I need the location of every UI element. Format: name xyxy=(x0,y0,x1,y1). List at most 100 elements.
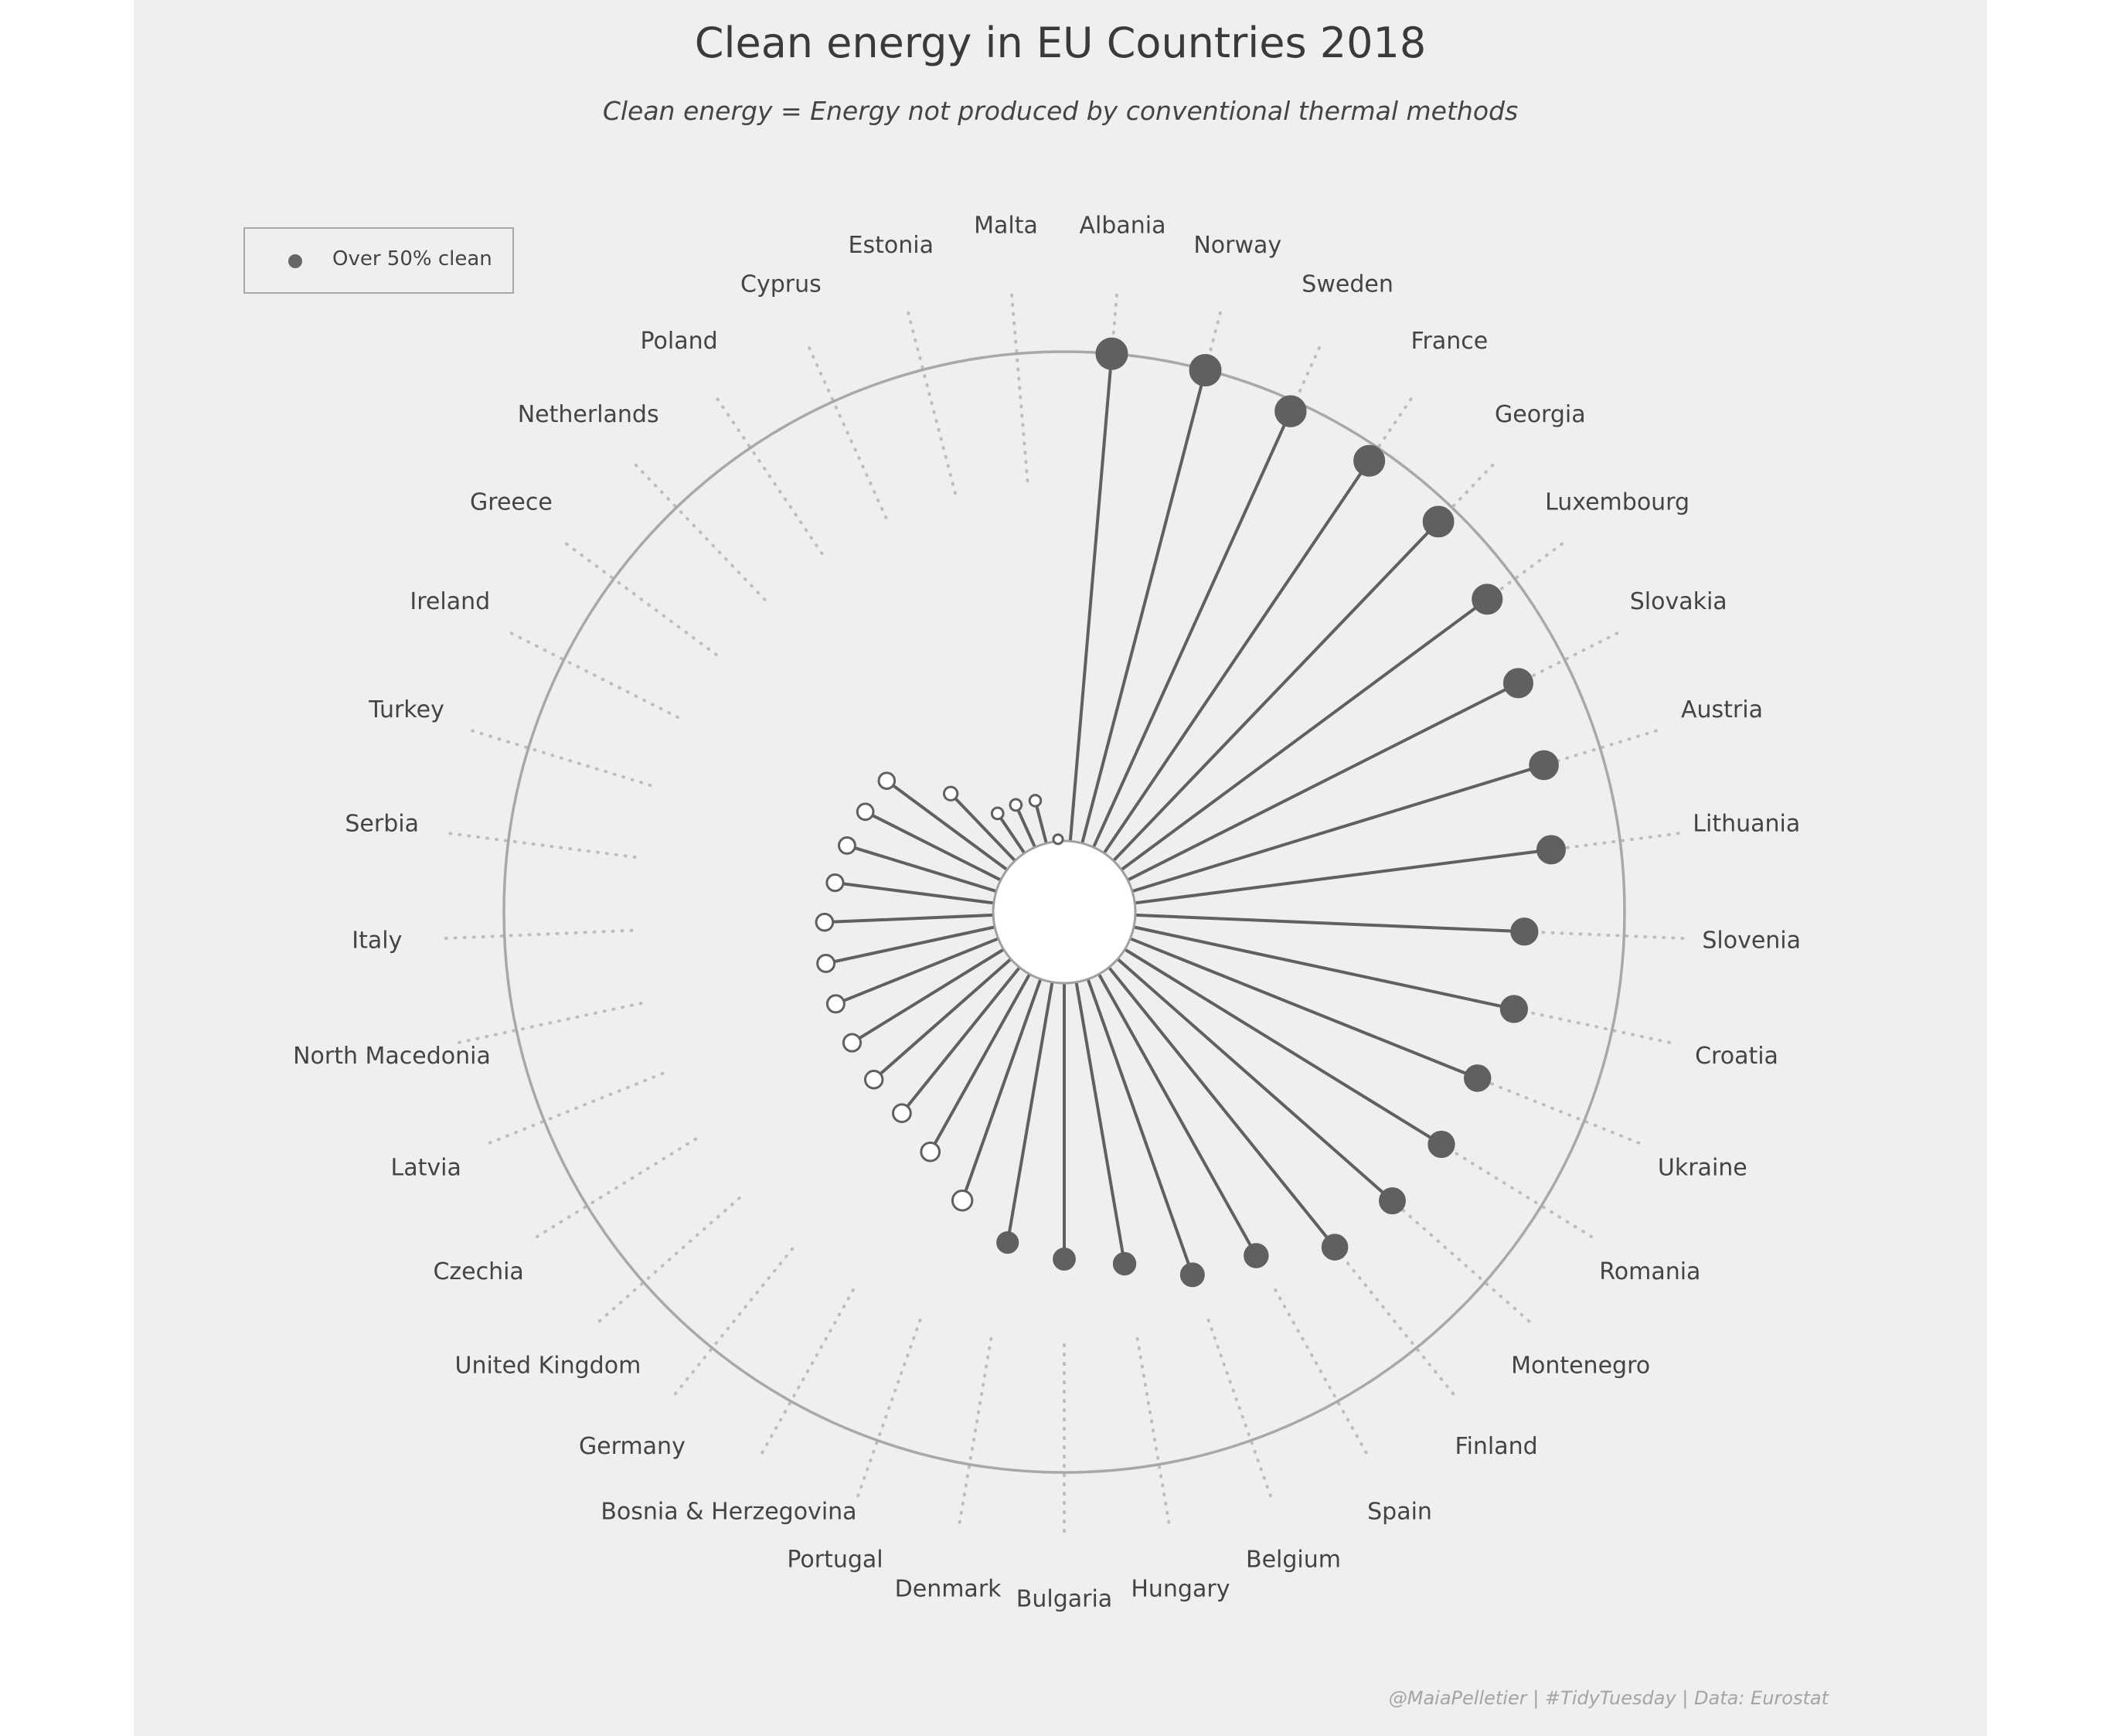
points-layer xyxy=(815,337,1566,1288)
country-label-croatia: Croatia xyxy=(1695,1043,1778,1070)
country-label-finland: Finland xyxy=(1455,1433,1538,1460)
point-north-macedonia xyxy=(816,954,836,973)
country-label-france: France xyxy=(1410,328,1488,355)
stem-austria xyxy=(1131,764,1545,893)
country-label-serbia: Serbia xyxy=(345,810,419,837)
guide-line-germany xyxy=(669,1247,795,1401)
stem-serbia xyxy=(835,881,994,905)
point-portugal xyxy=(951,1190,974,1212)
stem-spain xyxy=(1097,973,1258,1257)
country-label-italy: Italy xyxy=(352,927,402,954)
stem-hungary xyxy=(1074,982,1126,1265)
country-label-montenegro: Montenegro xyxy=(1511,1353,1650,1380)
stem-ukraine xyxy=(1129,937,1479,1080)
guide-line-denmark xyxy=(957,1336,993,1531)
country-label-romania: Romania xyxy=(1599,1258,1700,1285)
stem-norway xyxy=(1080,369,1207,844)
guide-line-portugal xyxy=(854,1319,922,1504)
point-lithuania xyxy=(1536,835,1566,865)
point-cyprus xyxy=(1009,798,1023,812)
point-spain xyxy=(1244,1243,1269,1268)
country-label-netherlands: Netherlands xyxy=(518,401,659,428)
point-ukraine xyxy=(1463,1064,1492,1092)
country-label-hungary: Hungary xyxy=(1131,1576,1230,1603)
stem-estonia xyxy=(1033,800,1048,844)
point-malta xyxy=(1052,833,1064,846)
stem-latvia xyxy=(835,937,999,1006)
guide-line-netherlands xyxy=(629,458,767,601)
stem-united-kingdom xyxy=(873,958,1012,1081)
country-label-ireland: Ireland xyxy=(410,588,490,615)
guide-line-serbia xyxy=(441,831,637,859)
legend-label: Over 50% clean xyxy=(332,247,492,271)
stem-sweden xyxy=(1092,410,1292,848)
point-finland xyxy=(1321,1234,1349,1261)
chart-caption: @MaiaPelletier | #TidyTuesday | Data: Eu… xyxy=(1388,1687,1829,1709)
country-label-belgium: Belgium xyxy=(1246,1547,1341,1574)
point-hungary xyxy=(1112,1251,1137,1276)
point-albania xyxy=(1095,337,1128,370)
point-france xyxy=(1353,444,1386,477)
point-latvia xyxy=(825,994,846,1014)
stem-italy xyxy=(824,913,994,924)
guide-line-north-macedonia xyxy=(451,1001,643,1046)
stem-cyprus xyxy=(1014,804,1036,848)
guide-line-ireland xyxy=(503,628,679,719)
stem-lithuania xyxy=(1135,848,1552,905)
country-label-estonia: Estonia xyxy=(849,232,934,259)
country-label-portugal: Portugal xyxy=(787,1547,883,1574)
country-label-turkey: Turkey xyxy=(368,696,444,723)
country-label-greece: Greece xyxy=(470,488,553,516)
point-estonia xyxy=(1028,794,1043,808)
guide-line-ukraine xyxy=(1464,1071,1647,1148)
point-serbia xyxy=(825,873,845,893)
stem-montenegro xyxy=(1116,958,1393,1203)
point-belgium xyxy=(1179,1262,1205,1288)
point-netherlands xyxy=(942,785,959,802)
guide-line-finland xyxy=(1334,1247,1459,1401)
point-greece xyxy=(877,771,897,790)
stem-portugal xyxy=(961,979,1043,1201)
guide-line-poland xyxy=(712,391,824,556)
stem-denmark xyxy=(1006,982,1054,1243)
stem-slovakia xyxy=(1127,682,1519,882)
country-label-ukraine: Ukraine xyxy=(1658,1154,1747,1181)
point-romania xyxy=(1428,1130,1455,1159)
country-label-north-macedonia: North Macedonia xyxy=(293,1043,491,1070)
stem-france xyxy=(1102,459,1371,854)
country-label-bulgaria: Bulgaria xyxy=(1016,1586,1112,1613)
guide-line-bosnia-and-herzegovina xyxy=(757,1288,855,1461)
country-label-albania: Albania xyxy=(1079,213,1165,240)
point-sweden xyxy=(1274,395,1307,427)
guide-line-cyprus xyxy=(805,339,888,519)
point-germany xyxy=(892,1103,912,1124)
stem-germany xyxy=(900,966,1021,1115)
guide-line-italy xyxy=(437,928,634,941)
point-united-kingdom xyxy=(863,1070,884,1090)
point-norway xyxy=(1189,354,1222,386)
point-georgia xyxy=(1422,505,1455,538)
guide-line-malta xyxy=(1009,286,1029,483)
country-label-slovenia: Slovenia xyxy=(1702,927,1801,954)
guide-line-czechia xyxy=(529,1137,698,1242)
guide-line-hungary xyxy=(1135,1336,1172,1531)
country-label-georgia: Georgia xyxy=(1495,401,1586,428)
stem-romania xyxy=(1124,948,1443,1146)
country-label-bosnia-and-herzegovina: Bosnia & Herzegovina xyxy=(601,1498,856,1525)
country-label-denmark: Denmark xyxy=(895,1576,1002,1603)
country-label-slovakia: Slovakia xyxy=(1630,588,1727,615)
guide-line-spain xyxy=(1274,1288,1372,1461)
guide-line-latvia xyxy=(482,1071,665,1148)
stem-slovenia xyxy=(1135,913,1525,934)
country-label-luxembourg: Luxembourg xyxy=(1545,488,1690,516)
stem-ireland xyxy=(864,810,1002,882)
point-poland xyxy=(990,806,1005,821)
guide-line-turkey xyxy=(464,727,652,788)
point-austria xyxy=(1529,750,1559,781)
country-label-czechia: Czechia xyxy=(433,1258,523,1285)
country-label-latvia: Latvia xyxy=(391,1154,461,1181)
point-slovakia xyxy=(1502,668,1533,699)
country-label-sweden: Sweden xyxy=(1302,271,1393,298)
point-italy xyxy=(815,912,835,932)
country-label-malta: Malta xyxy=(974,213,1038,240)
